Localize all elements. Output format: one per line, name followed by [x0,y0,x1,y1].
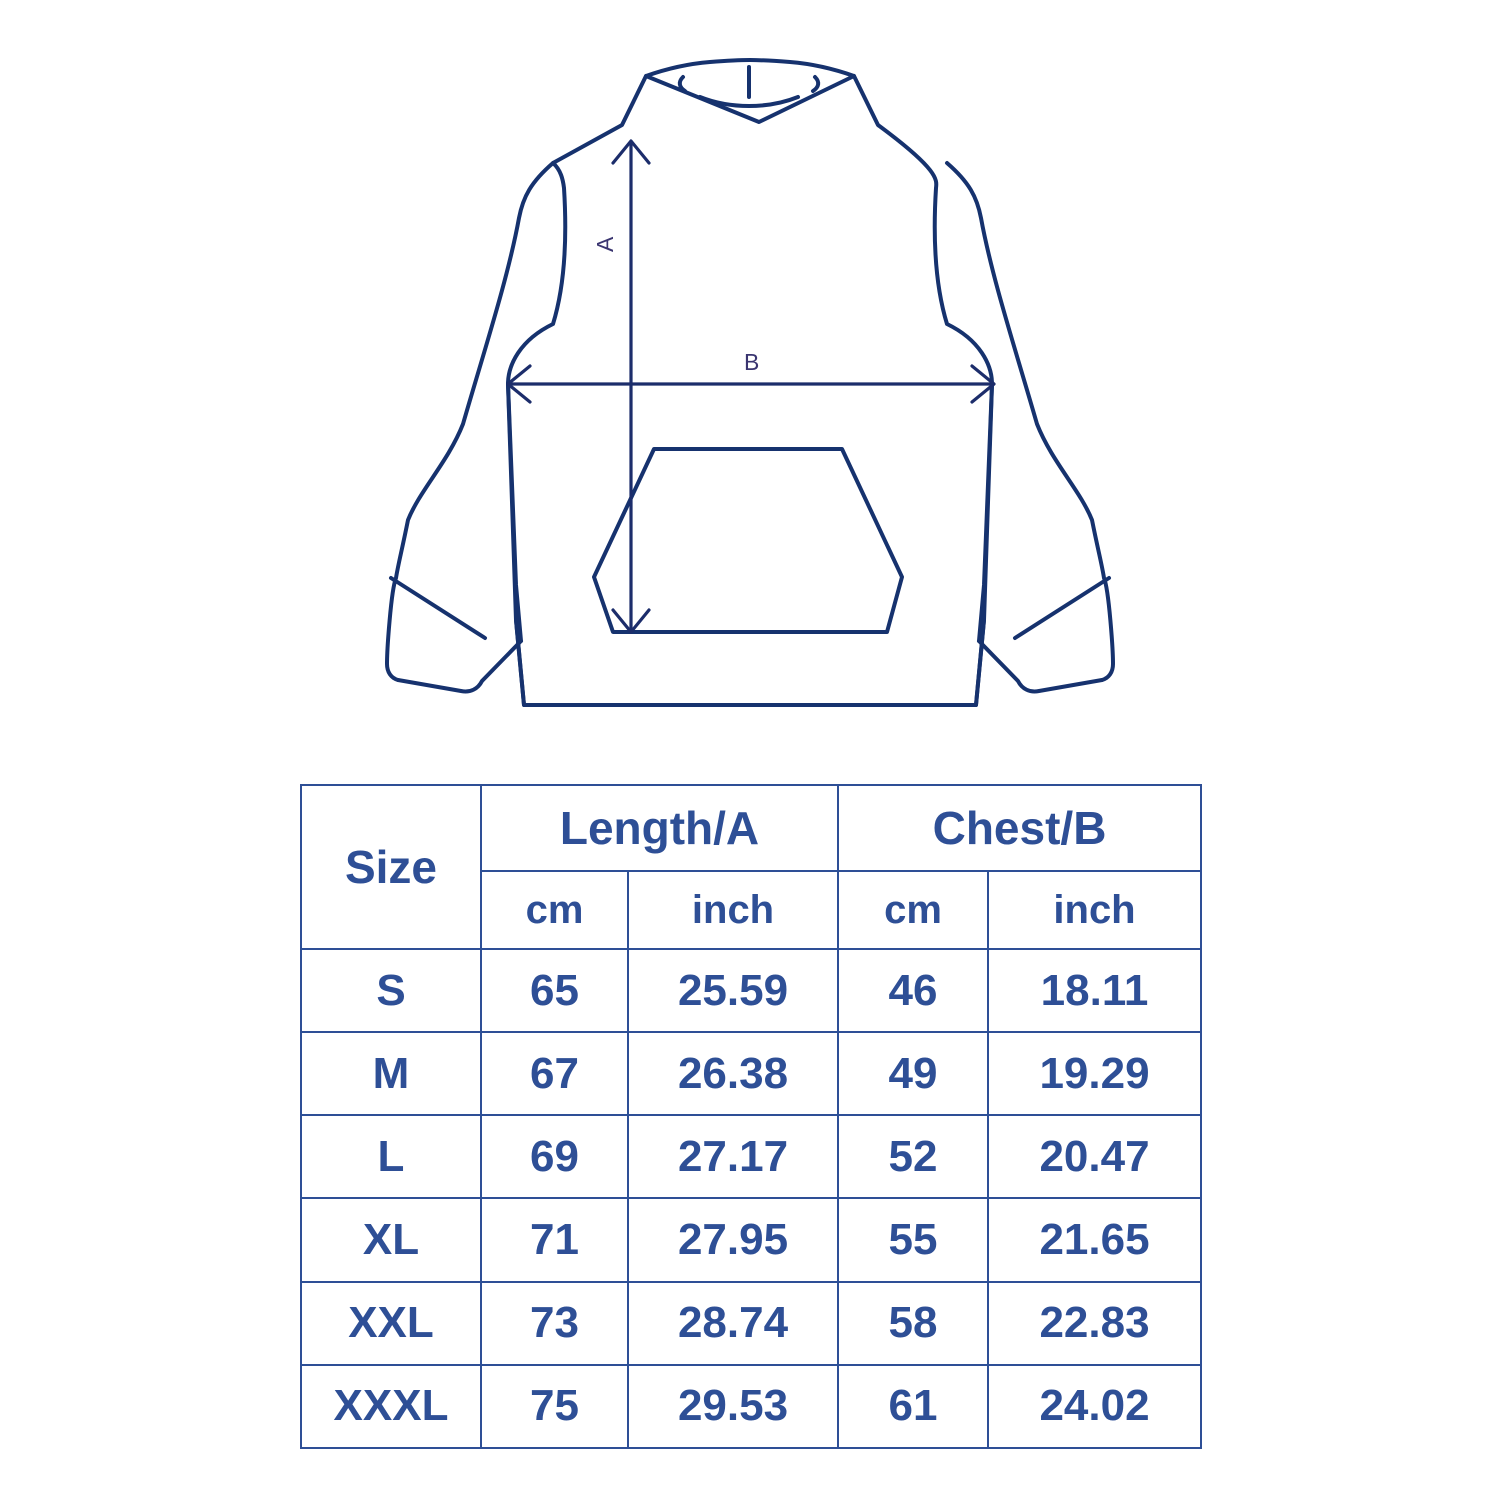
svg-text:A: A [592,236,618,252]
svg-text:B: B [744,349,759,375]
